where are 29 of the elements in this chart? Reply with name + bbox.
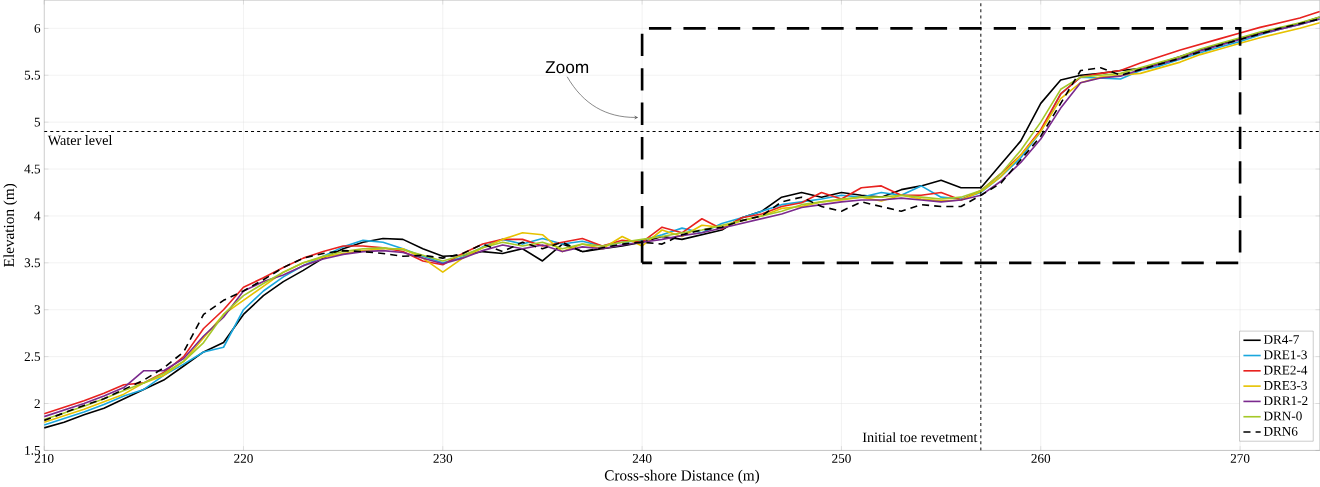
ref-line-label: Water level [47,135,113,146]
y-tick-label: 2.5 [24,352,41,362]
y-tick-label: 1.5 [25,445,41,455]
legend-label: DRR1-2 [1263,396,1308,406]
x-axis-title: Cross-shore Distance (m) [604,469,760,484]
x-tick-label: 250 [832,454,851,463]
legend-label: DR4-7 [1263,335,1299,344]
legend-label: DRE3-3 [1263,381,1307,390]
y-tick-label: 3.5 [24,258,41,268]
y-tick-label: 2 [34,399,40,408]
y-tick-label: 5 [34,117,41,127]
y-axis-title: Elevation (m) [3,183,18,267]
legend-label: DRE2-4 [1263,365,1308,375]
y-tick-label: 6 [34,23,41,33]
x-tick-label: 270 [1230,454,1250,463]
y-tick-label: 5.5 [24,70,41,80]
x-tick-label: 260 [1031,454,1051,463]
y-tick-label: 4.5 [24,164,41,174]
legend-label: DRN6 [1263,426,1298,436]
x-tick-label: 220 [234,454,253,463]
x-tick-label: 230 [433,454,453,463]
legend-label: DRE1-3 [1263,350,1307,360]
y-tick-label: 4 [34,211,41,221]
annotation: Zoom [545,61,589,74]
x-tick-label: 240 [632,454,652,463]
x-tick-label: 210 [34,454,54,463]
y-tick-label: 3 [34,305,41,315]
ref-line-label: Initial toe revetment [862,432,978,443]
legend-label: DRN-0 [1263,411,1302,421]
